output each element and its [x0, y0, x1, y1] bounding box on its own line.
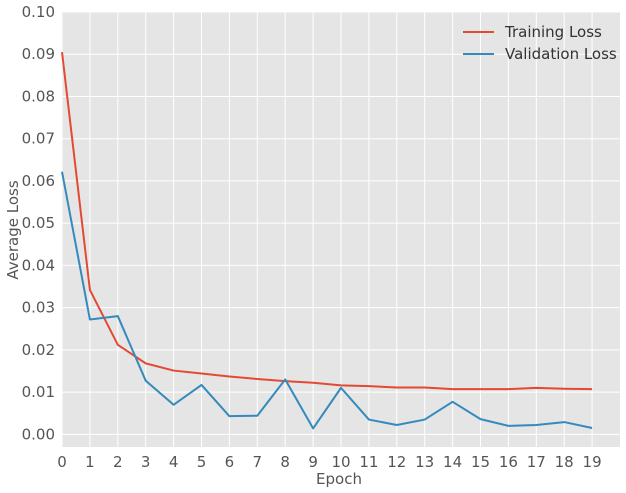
x-axis-label: Epoch	[316, 470, 362, 488]
legend-label-training-loss: Training Loss	[504, 23, 602, 41]
x-tick-label: 5	[197, 453, 207, 471]
x-tick-label: 14	[443, 453, 462, 471]
y-tick-label: 0.06	[22, 172, 55, 190]
y-tick-label: 0.03	[22, 299, 55, 317]
x-tick-label: 6	[225, 453, 235, 471]
x-tick-label: 15	[471, 453, 490, 471]
series-line-training-loss	[61, 52, 593, 391]
x-tick-label: 0	[57, 453, 67, 471]
y-tick-label: 0.00	[22, 425, 55, 443]
y-tick-label: 0.07	[22, 130, 55, 148]
series-lines	[61, 52, 593, 430]
x-tick-label: 4	[169, 453, 179, 471]
y-tick-label: 0.10	[22, 3, 55, 21]
x-tick-label: 17	[527, 453, 546, 471]
x-tick-label: 19	[583, 453, 602, 471]
x-tick-label: 13	[415, 453, 434, 471]
grid	[61, 11, 620, 447]
x-tick-label: 12	[387, 453, 406, 471]
y-axis-ticks: 0.00 0.01 0.02 0.03 0.04 0.05 0.06 0.07 0.08 0.09…	[22, 3, 55, 443]
y-tick-label: 0.08	[22, 87, 55, 105]
y-tick-label: 0.02	[22, 341, 55, 359]
x-tick-label: 1	[85, 453, 95, 471]
y-tick-label: 0.01	[22, 383, 55, 401]
legend-label-validation-loss: Validation Loss	[505, 45, 617, 63]
y-tick-label: 0.04	[22, 256, 55, 274]
y-axis-label: Average Loss	[4, 180, 22, 279]
x-tick-label: 3	[141, 453, 151, 471]
y-tick-label: 0.09	[22, 45, 55, 63]
x-tick-label: 18	[555, 453, 574, 471]
y-tick-label: 0.05	[22, 214, 55, 232]
series-line-validation-loss	[61, 171, 593, 430]
x-axis-ticks: 0 1 2 3 4 5 6 7 8 9 10 11 12 13 14 15 16 17 18 19	[57, 453, 601, 471]
x-tick-label: 8	[280, 453, 290, 471]
x-tick-label: 16	[499, 453, 518, 471]
x-tick-label: 10	[331, 453, 350, 471]
x-tick-label: 11	[359, 453, 378, 471]
x-tick-label: 2	[113, 453, 123, 471]
x-tick-label: 9	[308, 453, 318, 471]
x-tick-label: 7	[253, 453, 263, 471]
legend: Training Loss Validation Loss	[463, 23, 617, 63]
